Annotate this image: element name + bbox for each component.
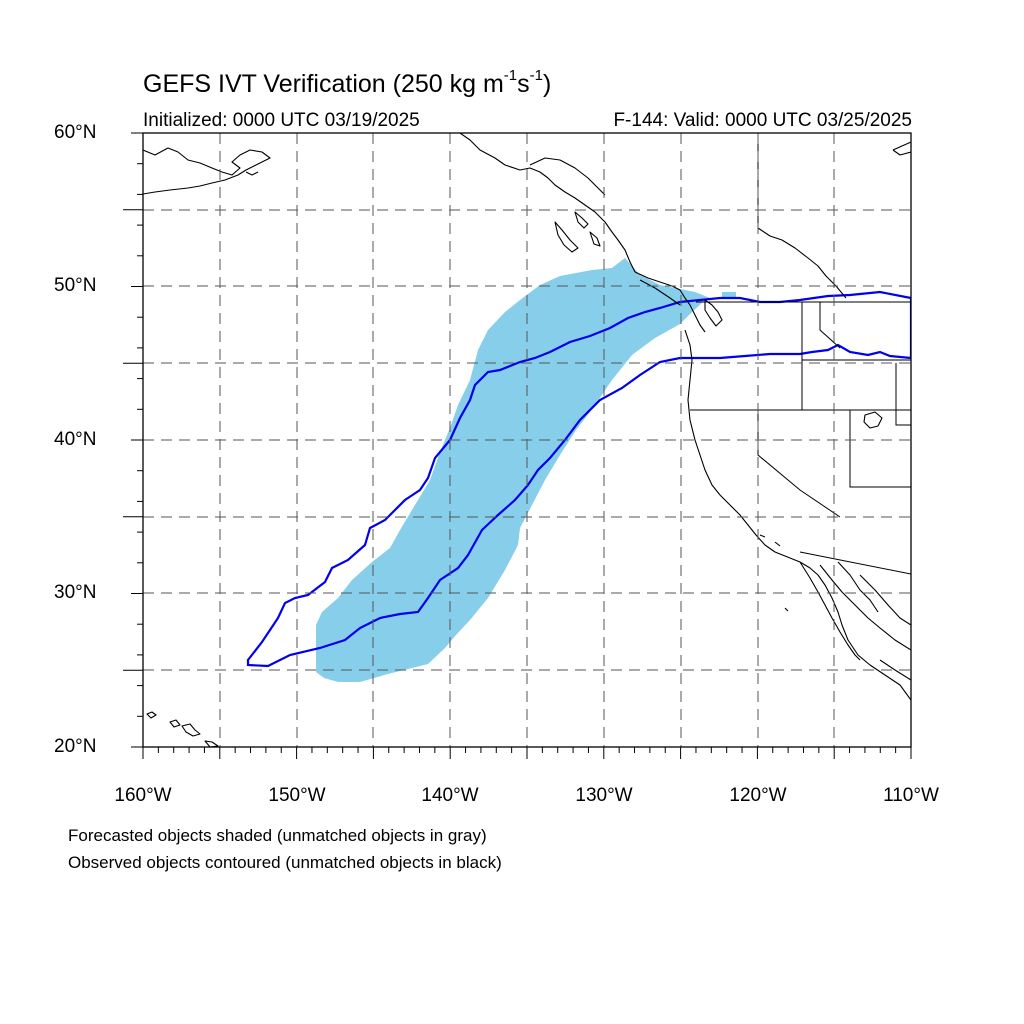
- title-close: ): [542, 70, 552, 98]
- lat-label-40n: 40°N: [54, 429, 97, 450]
- lon-label-130w: 130°W: [575, 785, 633, 806]
- lon-label-150w: 150°W: [268, 785, 326, 806]
- forecast-ivt-object: [316, 258, 710, 682]
- lat-label-30n: 30°N: [54, 582, 97, 603]
- lon-label-120w: 120°W: [729, 785, 787, 806]
- initialized-label: Initialized: 0000 UTC 03/19/2025: [143, 110, 420, 131]
- coastlines: [143, 133, 911, 747]
- title-mid: s: [517, 70, 530, 98]
- forecast-ivt-fragment: [722, 292, 736, 299]
- tick-marks: [123, 132, 912, 759]
- lon-label-110w: 110°W: [883, 785, 939, 806]
- legend-observed-note: Observed objects contoured (unmatched ob…: [68, 853, 502, 872]
- lon-label-140w: 140°W: [421, 785, 479, 806]
- lat-label-20n: 20°N: [54, 736, 97, 757]
- observed-ivt-contour: [246, 290, 911, 668]
- title-sup-2: -1: [529, 66, 543, 84]
- chart-title: GEFS IVT Verification (250 kg m-1s-1): [143, 66, 552, 99]
- political-boundaries: [690, 133, 911, 575]
- valid-label: F-144: Valid: 0000 UTC 03/25/2025: [613, 110, 912, 131]
- title-sup-1: -1: [503, 66, 518, 84]
- lat-label-60n: 60°N: [54, 122, 97, 143]
- graticule: [143, 133, 911, 747]
- lat-label-50n: 50°N: [54, 275, 97, 296]
- title-text: GEFS IVT Verification (250 kg m: [143, 70, 504, 98]
- lon-label-160w: 160°W: [114, 785, 172, 806]
- legend-forecast-note: Forecasted objects shaded (unmatched obj…: [68, 826, 487, 845]
